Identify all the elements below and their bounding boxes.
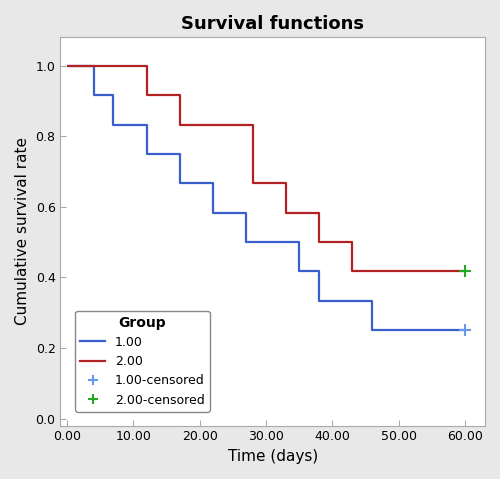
Legend: 1.00, 2.00, 1.00-censored, 2.00-censored: 1.00, 2.00, 1.00-censored, 2.00-censored [75,310,210,411]
Y-axis label: Cumulative survival rate: Cumulative survival rate [15,137,30,325]
X-axis label: Time (days): Time (days) [228,449,318,464]
Title: Survival functions: Survival functions [181,15,364,33]
